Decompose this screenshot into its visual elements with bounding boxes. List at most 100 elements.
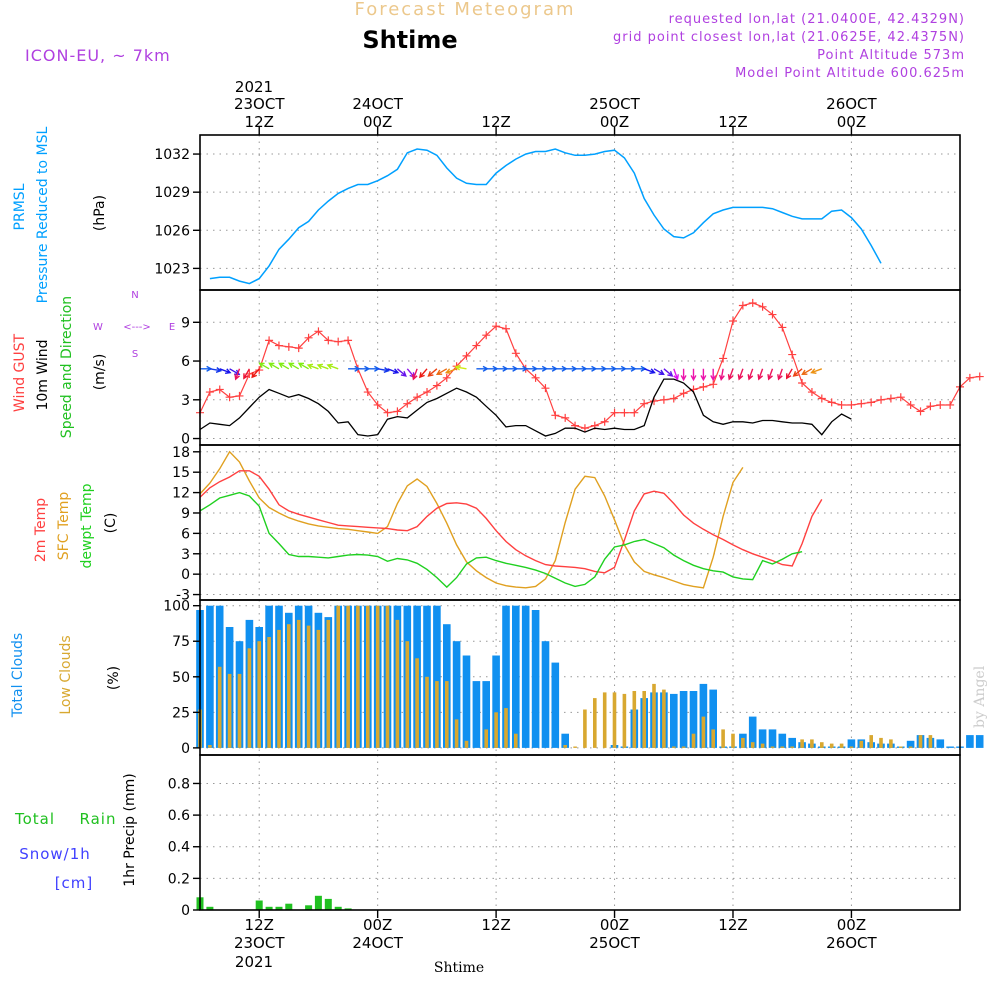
gust-marker <box>284 342 293 351</box>
gust-marker <box>551 411 560 420</box>
gust-marker <box>669 394 678 403</box>
wind-direction-arrow <box>357 365 371 372</box>
low-cloud-bar <box>296 619 301 748</box>
gust-marker <box>709 380 718 389</box>
low-cloud-bar <box>484 729 488 748</box>
low-cloud-bar <box>504 708 508 748</box>
x-tick-label-bottom-hour: 12Z <box>481 916 510 934</box>
total-cloud-bar <box>758 729 767 748</box>
wind-direction-arrow <box>258 362 270 370</box>
panel-frame <box>199 754 961 911</box>
y-tick-label: 1026 <box>154 223 190 239</box>
gust-marker <box>817 394 826 403</box>
total-cloud-bar <box>452 641 461 748</box>
total-cloud-bar <box>778 733 787 748</box>
total-cloud-bar <box>462 655 471 748</box>
x-tick-label-top-date: 23OCT <box>234 95 285 113</box>
gust-marker <box>610 408 619 417</box>
wind-direction-arrow <box>545 365 558 372</box>
low-cloud-bar <box>227 673 232 748</box>
total-cloud-bar <box>531 610 540 748</box>
low-cloud-bar <box>632 691 637 748</box>
low-cloud-bar <box>464 740 469 748</box>
gust-marker <box>265 336 274 345</box>
x-tick-label-bottom-hour: 00Z <box>837 916 866 934</box>
gust-marker <box>857 399 866 408</box>
rain-bar <box>255 900 263 910</box>
temp-unit-label: (C) <box>103 513 119 534</box>
rain-bar <box>314 895 322 910</box>
gust-marker <box>205 388 214 397</box>
x-tick-label-top-hour: 12Z <box>245 113 274 131</box>
wind-direction-arrow <box>435 368 448 376</box>
rain-bar <box>265 906 273 910</box>
wind-direction-arrow <box>268 362 280 370</box>
x-tick-label-bottom-date: 25OCT <box>589 934 640 952</box>
low-clouds-label: Low Clouds <box>58 635 74 714</box>
low-cloud-bar <box>494 712 498 748</box>
gust-marker <box>235 391 244 400</box>
wind-direction-arrow <box>757 368 764 381</box>
x-tick-label-top-hour: 12Z <box>481 113 510 131</box>
total-cloud-bar <box>433 605 441 748</box>
wind-direction-arrow <box>486 365 499 372</box>
gust-marker <box>600 417 609 426</box>
y-tick-label: 0 <box>181 903 190 919</box>
bottom-year-label: 2021 <box>235 953 273 971</box>
low-cloud-bar <box>346 605 350 748</box>
low-cloud-bar <box>395 619 400 748</box>
low-cloud-bar <box>672 746 676 748</box>
gust-marker <box>965 373 974 382</box>
gust-marker <box>719 354 728 363</box>
gust-line <box>199 302 980 429</box>
y-tick-label: -3 <box>176 588 190 604</box>
low-cloud-bar <box>829 743 834 748</box>
top-year-label: 2021 <box>235 78 273 96</box>
x-tick-label-bottom-hour: 12Z <box>245 916 274 934</box>
gust-marker <box>946 400 955 409</box>
wind-direction-arrow <box>614 365 627 372</box>
low-cloud-bar <box>602 692 607 748</box>
wind-direction-arrow <box>444 368 457 374</box>
total-cloud-bar <box>788 737 796 748</box>
y-tick-label: 50 <box>172 670 190 686</box>
wind-direction-arrow <box>604 365 618 372</box>
wind-direction-arrow <box>663 368 674 377</box>
gust-marker <box>334 337 343 346</box>
gust-marker <box>896 393 905 402</box>
y-tick-label: 0.6 <box>168 808 190 824</box>
x-tick-label-top-hour: 00Z <box>600 113 629 131</box>
low-cloud-bar <box>356 605 360 748</box>
prmsl-desc-label: Pressure Reduced to MSL <box>35 126 51 303</box>
wind-direction-arrow <box>777 368 783 381</box>
gust-marker <box>511 349 520 358</box>
total-cloud-bar <box>699 683 708 748</box>
wind-label: 10m Wind <box>35 339 51 410</box>
gust-marker <box>501 324 510 333</box>
gust-marker <box>728 317 737 325</box>
low-cloud-bar <box>257 641 261 748</box>
compass-n: N <box>131 290 138 301</box>
watermark: by Angel <box>972 665 988 728</box>
wind-direction-arrow <box>643 368 656 374</box>
wind-direction-arrow <box>737 368 744 381</box>
y-tick-label: 6 <box>181 526 190 542</box>
low-cloud-bar <box>593 698 597 748</box>
low-cloud-bar <box>701 716 706 748</box>
low-cloud-bar <box>316 629 321 748</box>
low-cloud-bar <box>770 746 775 748</box>
low-cloud-bar <box>217 666 222 748</box>
low-cloud-bar <box>790 746 794 748</box>
wind-direction-arrow <box>387 368 400 374</box>
total-cloud-bar <box>689 691 698 748</box>
low-cloud-bar <box>336 605 340 748</box>
low-cloud-bar <box>445 681 449 748</box>
total-cloud-bar <box>502 605 510 748</box>
x-tick-label-bottom-date: 26OCT <box>826 934 877 952</box>
x-tick-label-bottom-hour: 00Z <box>363 916 392 934</box>
gust-marker <box>561 413 570 422</box>
total-cloud-bar <box>709 689 717 748</box>
low-cloud-bar <box>563 745 567 748</box>
model-altitude-label: Model Point Altitude 600.625m <box>735 66 965 81</box>
x-tick-label-top-date: 25OCT <box>589 95 640 113</box>
